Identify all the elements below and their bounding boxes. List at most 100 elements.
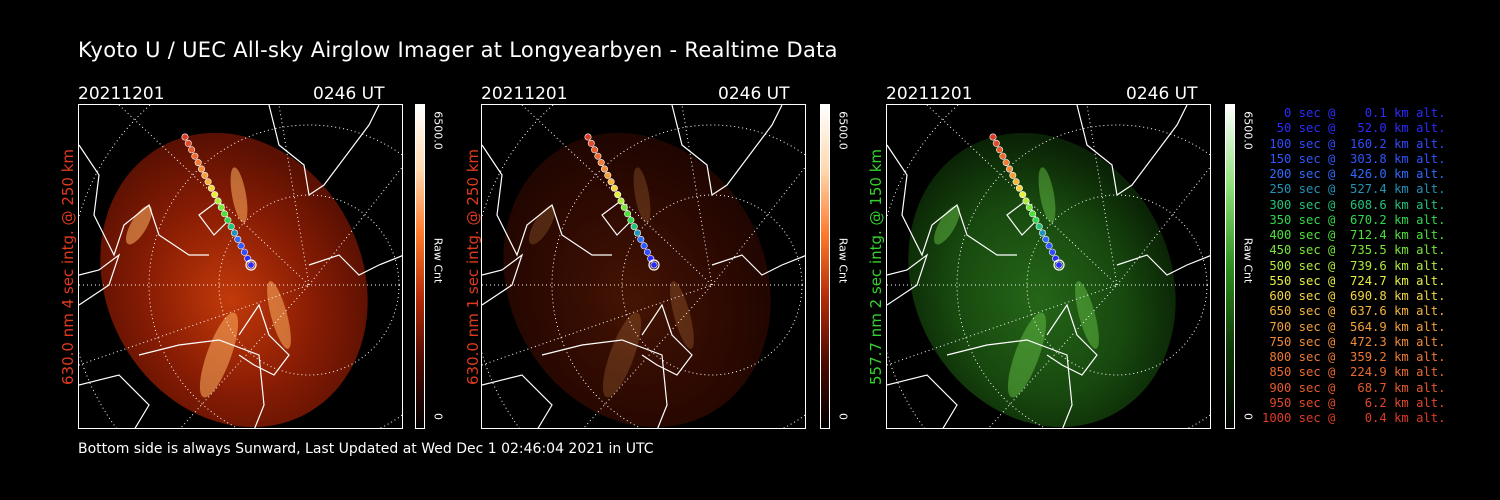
page-title: Kyoto U / UEC All-sky Airglow Imager at … — [78, 38, 838, 62]
trajectory-point — [650, 261, 658, 269]
coastline — [887, 374, 958, 428]
coastline — [887, 144, 1017, 257]
trajectory-point — [181, 133, 189, 141]
station-marker — [648, 259, 660, 271]
trajectory-point — [191, 152, 199, 160]
grid-line — [583, 284, 713, 428]
trajectory-point — [630, 223, 638, 231]
panel-ylabel: 557.7 nm 2 sec intg. @ 150 km — [867, 148, 885, 385]
trajectory-point — [627, 216, 635, 224]
panel-time: 0246 UT — [313, 84, 385, 104]
trajectory-point — [237, 242, 245, 250]
legend-entry: 0 sec @ 0.1 km alt. — [1262, 106, 1446, 120]
legend-entry: 950 sec @ 6.2 km alt. — [1262, 395, 1446, 410]
grid-line — [482, 284, 713, 366]
legend-entry: 650 sec @ 637.6 km alt. — [1262, 304, 1446, 319]
coastline — [1046, 303, 1098, 376]
trajectory-point — [624, 210, 632, 218]
coastline — [1076, 105, 1188, 197]
trajectory-point — [1055, 261, 1063, 269]
colorbar — [415, 104, 425, 429]
trajectory-point — [227, 223, 235, 231]
trajectory-point — [996, 146, 1004, 154]
trajectory-point — [989, 133, 997, 141]
panel-ylabel: 630.0 nm 1 sec intg. @ 250 km — [464, 148, 482, 385]
panel-date: 20211201 — [78, 84, 165, 104]
legend-entry: 400 sec @ 712.4 km alt. — [1262, 228, 1446, 242]
aurora-streak — [1038, 167, 1056, 223]
aurora-streak — [1075, 281, 1099, 349]
footer-note: Bottom side is always Sunward, Last Upda… — [78, 441, 654, 457]
trajectory-point — [591, 146, 599, 154]
grid-line — [79, 284, 310, 366]
trajectory-point — [1009, 171, 1017, 179]
trajectory-point — [617, 197, 625, 205]
legend-entry: 1000 sec @ 0.4 km alt. — [1262, 411, 1446, 425]
trajectory-point — [247, 261, 255, 269]
panel-ylabel: 630.0 nm 4 sec intg. @ 250 km — [59, 148, 77, 385]
aurora-streak — [1007, 312, 1047, 398]
trajectory-point — [620, 203, 628, 211]
trajectory-point — [1025, 203, 1033, 211]
trajectory-point — [587, 139, 595, 147]
trajectory-point — [1002, 159, 1010, 167]
aurora-streak — [934, 205, 960, 245]
coastline — [482, 144, 612, 257]
trajectory-point — [1012, 178, 1020, 186]
colorbar-max: 6500.0 — [836, 111, 850, 150]
trajectory-point — [643, 248, 651, 256]
trajectory-point — [217, 203, 225, 211]
panel-time: 0246 UT — [1126, 84, 1198, 104]
allsky-image — [886, 104, 1211, 429]
trajectory-point — [201, 171, 209, 179]
allsky-image — [481, 104, 806, 429]
legend-entry: 200 sec @ 426.0 km alt. — [1262, 167, 1446, 181]
trajectory-point — [1032, 216, 1040, 224]
trajectory-point — [610, 184, 618, 192]
trajectory-point — [1022, 197, 1030, 205]
trajectory-point — [184, 139, 192, 147]
trajectory-point — [214, 197, 222, 205]
aurora-streak — [230, 167, 248, 223]
trajectory-point — [999, 152, 1007, 160]
legend-entry: 100 sec @ 160.2 km alt. — [1262, 136, 1446, 151]
legend-entry: 750 sec @ 472.3 km alt. — [1262, 334, 1446, 349]
colorbar-unit: Raw Cnt — [431, 237, 445, 284]
panel-time: 0246 UT — [718, 84, 790, 104]
trajectory-point — [188, 146, 196, 154]
trajectory-point — [221, 210, 229, 218]
sky-disc — [908, 132, 1176, 428]
trajectory-point — [231, 229, 239, 237]
trajectory-point — [1019, 191, 1027, 199]
colorbar-min: 0 — [1241, 413, 1255, 420]
grid-line — [308, 166, 402, 286]
trajectory-point — [604, 171, 612, 179]
grid-line — [1116, 166, 1210, 286]
grid-line — [887, 284, 1118, 366]
colorbar-labels: 6500.0 Raw Cnt 0 — [1238, 104, 1258, 429]
allsky-image — [78, 104, 403, 429]
grid-line — [681, 105, 713, 286]
trajectory-point — [198, 165, 206, 173]
panel-date: 20211201 — [481, 84, 568, 104]
aurora-streak — [267, 281, 291, 349]
aurora-streak — [633, 167, 651, 223]
trajectory-point — [194, 159, 202, 167]
legend-entry: 50 sec @ 52.0 km alt. — [1262, 121, 1446, 136]
coastline — [79, 253, 121, 306]
station-marker — [1053, 259, 1065, 271]
legend-entry: 600 sec @ 690.8 km alt. — [1262, 289, 1446, 303]
trajectory-point — [594, 152, 602, 160]
aurora-streak — [602, 312, 642, 398]
trajectory-legend: 0 sec @ 0.1 km alt. 50 sec @ 52.0 km alt… — [1262, 106, 1446, 426]
coastline — [238, 303, 290, 376]
trajectory-point — [1042, 235, 1050, 243]
coastline — [1116, 254, 1210, 276]
legend-entry: 150 sec @ 303.8 km alt. — [1262, 151, 1446, 166]
coastline — [482, 253, 524, 306]
colorbar-min: 0 — [836, 413, 850, 420]
coastline — [79, 144, 209, 257]
colorbar-max: 6500.0 — [431, 111, 445, 150]
colorbar-labels: 6500.0 Raw Cnt 0 — [428, 104, 448, 429]
coastline — [138, 339, 265, 428]
